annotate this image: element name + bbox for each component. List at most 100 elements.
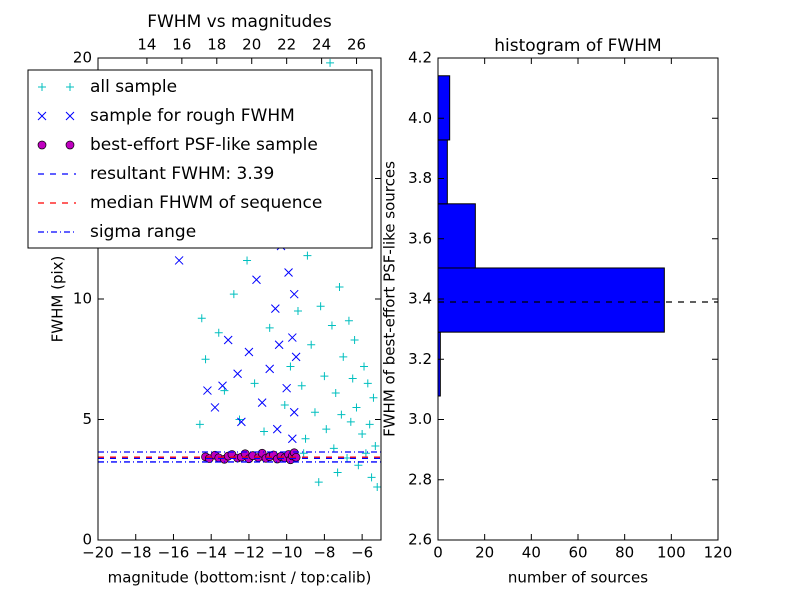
point bbox=[337, 410, 346, 419]
point bbox=[346, 417, 355, 426]
point bbox=[354, 461, 363, 470]
legend-marker bbox=[66, 83, 74, 91]
x-tick-label: 100 bbox=[657, 544, 686, 562]
point bbox=[284, 268, 293, 277]
legend-marker bbox=[65, 140, 75, 150]
point bbox=[274, 340, 284, 350]
point bbox=[326, 58, 335, 67]
x-tick-label: 20 bbox=[475, 544, 494, 562]
chart-title: FWHM vs magnitudes bbox=[147, 12, 332, 32]
y-tick-label: 5 bbox=[82, 410, 92, 428]
point bbox=[289, 407, 299, 417]
point bbox=[299, 449, 308, 458]
y-tick-label: 4.2 bbox=[408, 49, 432, 67]
point bbox=[218, 381, 227, 391]
x-tick-label: 60 bbox=[568, 544, 587, 562]
point bbox=[287, 333, 297, 342]
point bbox=[343, 454, 352, 463]
bar bbox=[438, 139, 448, 205]
legend: all sample sample for rough FWHM best-effo… bbox=[27, 69, 373, 249]
point bbox=[316, 302, 325, 311]
bar bbox=[438, 203, 476, 269]
point bbox=[252, 275, 261, 285]
y-tick-label: 10 bbox=[73, 290, 92, 308]
point bbox=[344, 316, 353, 325]
point bbox=[327, 321, 336, 330]
point bbox=[286, 362, 295, 371]
point bbox=[287, 434, 297, 444]
point bbox=[371, 442, 380, 451]
x-tick-label: 0 bbox=[433, 544, 443, 562]
point bbox=[303, 251, 312, 260]
point bbox=[293, 307, 302, 316]
y-axis-label: FWHM (pix) bbox=[49, 256, 67, 343]
x-tick-label: −10 bbox=[271, 544, 303, 562]
point bbox=[265, 323, 274, 332]
y-tick-label: 3.2 bbox=[408, 350, 432, 368]
x-tick-label: −8 bbox=[313, 544, 335, 562]
x2-tick-label: 24 bbox=[312, 36, 331, 54]
point bbox=[367, 473, 376, 482]
x-tick-label: −14 bbox=[195, 544, 227, 562]
legend-marker bbox=[37, 111, 47, 121]
point bbox=[297, 381, 306, 390]
x2-tick-label: 18 bbox=[207, 36, 226, 54]
legend-label: resultant FWHM: 3.39 bbox=[90, 164, 274, 184]
legend-marker bbox=[38, 83, 46, 91]
y-tick-label: 3.0 bbox=[408, 410, 432, 428]
y-tick-label: 3.6 bbox=[408, 229, 432, 247]
point bbox=[280, 401, 289, 410]
x-tick-label: −20 bbox=[82, 544, 114, 562]
plot-area bbox=[438, 75, 718, 397]
point bbox=[233, 369, 242, 379]
legend-label: best-effort PSF-like sample bbox=[90, 135, 318, 155]
y-tick-label: 20 bbox=[73, 49, 92, 67]
x-tick-label: −18 bbox=[120, 544, 152, 562]
point bbox=[350, 335, 359, 344]
legend-marker bbox=[65, 111, 75, 121]
point bbox=[243, 256, 252, 265]
point bbox=[331, 388, 340, 397]
point bbox=[257, 398, 267, 407]
point bbox=[289, 289, 299, 299]
x2-tick-label: 22 bbox=[277, 36, 296, 54]
y-tick-label: 2.6 bbox=[408, 531, 432, 549]
x2-tick-label: 16 bbox=[172, 36, 191, 54]
legend-label: sample for rough FWHM bbox=[90, 106, 295, 126]
point bbox=[360, 362, 369, 371]
point bbox=[358, 429, 367, 438]
point bbox=[310, 408, 319, 417]
point bbox=[260, 427, 269, 436]
x-tick-label: −6 bbox=[351, 544, 373, 562]
point bbox=[335, 282, 344, 291]
x-tick-label: 40 bbox=[522, 544, 541, 562]
point bbox=[174, 256, 184, 265]
point bbox=[363, 379, 372, 388]
point bbox=[314, 478, 323, 487]
point bbox=[361, 449, 370, 458]
chart-title: histogram of FWHM bbox=[494, 36, 661, 56]
y-tick-label: 2.8 bbox=[408, 470, 432, 488]
point bbox=[320, 372, 329, 381]
y-tick-label: 0 bbox=[82, 531, 92, 549]
x2-tick-label: 26 bbox=[347, 36, 366, 54]
point bbox=[369, 393, 378, 402]
point bbox=[201, 355, 210, 364]
x-tick-label: −12 bbox=[233, 544, 265, 562]
point bbox=[244, 347, 254, 357]
point bbox=[214, 328, 223, 337]
point bbox=[272, 424, 282, 434]
point bbox=[301, 434, 310, 443]
point bbox=[348, 374, 357, 383]
point bbox=[307, 340, 316, 349]
legend-box bbox=[27, 69, 373, 249]
legend-label: all sample bbox=[90, 77, 177, 97]
legend-marker bbox=[37, 140, 47, 150]
y-tick-label: 3.4 bbox=[408, 290, 432, 308]
point bbox=[339, 352, 348, 361]
point bbox=[203, 386, 212, 395]
point bbox=[373, 482, 381, 491]
point bbox=[333, 468, 342, 477]
point bbox=[365, 420, 374, 429]
